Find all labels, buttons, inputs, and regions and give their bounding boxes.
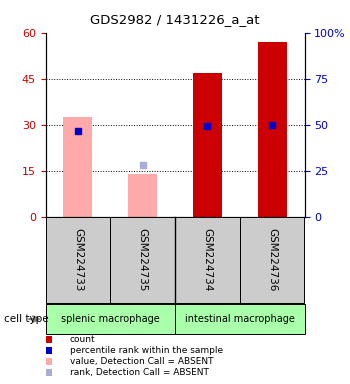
- Text: intestinal macrophage: intestinal macrophage: [185, 314, 295, 324]
- Text: count: count: [70, 335, 96, 344]
- Bar: [63, 117, 92, 217]
- Text: percentile rank within the sample: percentile rank within the sample: [70, 346, 223, 355]
- Bar: [128, 174, 157, 217]
- Text: splenic macrophage: splenic macrophage: [61, 314, 160, 324]
- Text: GSM224735: GSM224735: [138, 228, 148, 292]
- Text: GDS2982 / 1431226_a_at: GDS2982 / 1431226_a_at: [90, 13, 260, 26]
- Text: rank, Detection Call = ABSENT: rank, Detection Call = ABSENT: [70, 367, 209, 377]
- Text: GSM224734: GSM224734: [202, 228, 212, 292]
- Text: cell type: cell type: [4, 314, 48, 324]
- Bar: [193, 73, 222, 217]
- Text: GSM224736: GSM224736: [267, 228, 277, 292]
- Bar: [258, 42, 287, 217]
- Text: GSM224733: GSM224733: [73, 228, 83, 292]
- Text: value, Detection Call = ABSENT: value, Detection Call = ABSENT: [70, 357, 214, 366]
